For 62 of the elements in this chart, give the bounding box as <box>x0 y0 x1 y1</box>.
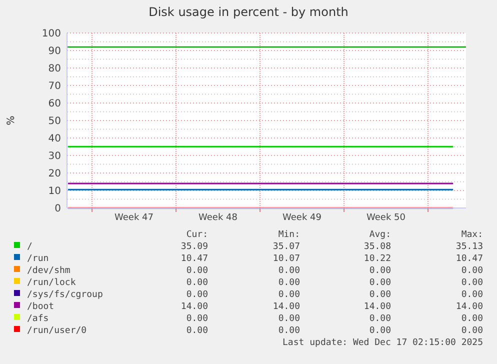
y-tick-label: 0 <box>54 204 61 214</box>
text: 0.00 <box>461 278 483 288</box>
y-tick-label: 50 <box>48 116 61 127</box>
legend-label: / <box>27 242 32 252</box>
text: 35.08 <box>364 242 391 252</box>
legend-label: /run/lock <box>27 278 76 288</box>
text: 35.07 <box>272 242 300 252</box>
legend-label: /run/user/0 <box>27 326 87 336</box>
legend-label: /boot <box>27 302 54 312</box>
text: 0.00 <box>461 326 483 336</box>
y-tick-label: 10 <box>48 186 61 197</box>
text: Last update: Wed Dec 17 02:15:00 2025 <box>282 338 483 348</box>
text: 10.47 <box>456 254 483 264</box>
text: 0.00 <box>369 278 391 288</box>
text: 35.09 <box>180 242 208 252</box>
text: 0.00 <box>369 266 391 276</box>
text: 0.00 <box>278 290 300 300</box>
y-tick-label: 70 <box>48 81 61 92</box>
text: 0.00 <box>186 290 208 300</box>
text: 0.00 <box>278 266 300 276</box>
y-tick-label: 40 <box>48 134 61 144</box>
y-tick-label: 60 <box>48 98 61 110</box>
text: 0.00 <box>186 278 208 288</box>
text: 0.00 <box>461 290 483 300</box>
y-tick-label: 100 <box>42 28 61 40</box>
text: Min: <box>278 230 300 240</box>
y-tick-label: 90 <box>48 46 61 57</box>
text: Avg: <box>369 230 391 240</box>
text: 0.00 <box>186 326 208 336</box>
text: 0.00 <box>369 290 391 300</box>
text: 0.00 <box>278 278 300 288</box>
text: 0.00 <box>369 314 391 324</box>
text: Cur: <box>186 230 208 240</box>
chart-title: Disk usage in percent - by month <box>148 5 348 19</box>
text: 10.22 <box>364 254 391 264</box>
x-tick-label: Week 50 <box>366 213 406 223</box>
text: 0.00 <box>186 266 208 276</box>
text: 0.00 <box>278 314 300 324</box>
legend-label: /dev/shm <box>27 266 70 276</box>
y-tick-label: 30 <box>48 151 61 162</box>
y-axis-title: % <box>6 116 17 126</box>
y-tick-label: 20 <box>48 168 61 180</box>
legend-label: /afs <box>27 314 49 324</box>
text: 14.00 <box>364 302 391 312</box>
text: 10.07 <box>272 254 300 264</box>
text: 14.00 <box>272 302 300 312</box>
legend-label: /run <box>27 254 49 264</box>
x-tick-label: Week 49 <box>282 213 322 223</box>
legend-label: /sys/fs/cgroup <box>27 290 103 300</box>
text: 14.00 <box>180 302 208 312</box>
x-tick-label: Week 48 <box>198 213 238 223</box>
text: 10.47 <box>180 254 208 264</box>
text: 0.00 <box>369 326 391 336</box>
text: 0.00 <box>461 314 483 324</box>
text: Max: <box>461 230 483 240</box>
x-tick-label: Week 47 <box>114 213 154 223</box>
text: 0.00 <box>186 314 208 324</box>
text: 14.00 <box>456 302 483 312</box>
y-tick-label: 80 <box>48 64 61 74</box>
text: 0.00 <box>461 266 483 276</box>
text: 35.13 <box>456 242 483 252</box>
text: 0.00 <box>278 326 300 336</box>
